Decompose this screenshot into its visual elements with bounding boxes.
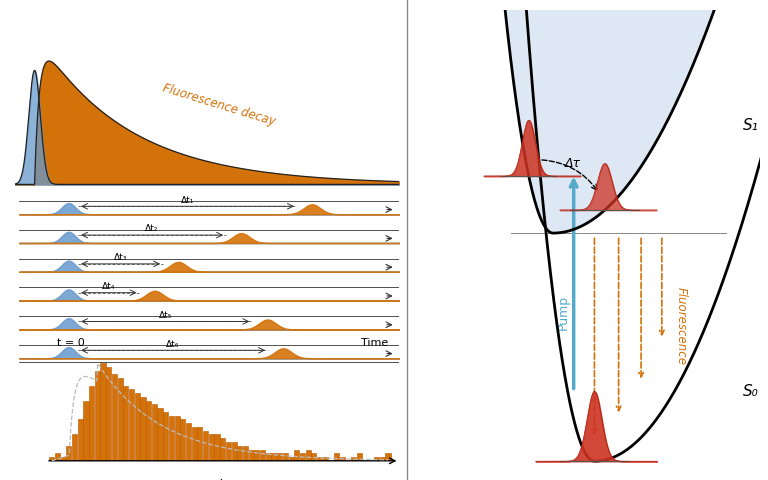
Bar bbox=[186, 423, 191, 461]
Bar bbox=[89, 385, 94, 461]
Text: Fluorescence decay: Fluorescence decay bbox=[161, 82, 277, 129]
Bar bbox=[55, 453, 60, 461]
Bar bbox=[157, 408, 163, 461]
Bar bbox=[294, 449, 300, 461]
Bar bbox=[101, 363, 106, 461]
Text: Δt₃: Δt₃ bbox=[114, 253, 127, 262]
Bar bbox=[317, 457, 322, 461]
Bar bbox=[124, 385, 128, 461]
Bar bbox=[249, 449, 253, 461]
Bar bbox=[306, 449, 311, 461]
Bar bbox=[197, 427, 203, 461]
Bar bbox=[192, 427, 197, 461]
Text: S₀: S₀ bbox=[743, 384, 759, 399]
Bar bbox=[129, 389, 134, 461]
Bar bbox=[237, 446, 243, 461]
Bar bbox=[379, 457, 385, 461]
Bar bbox=[209, 434, 214, 461]
Bar bbox=[163, 412, 168, 461]
Text: t = 0: t = 0 bbox=[57, 338, 85, 348]
Bar bbox=[271, 453, 276, 461]
Bar bbox=[277, 453, 283, 461]
Bar bbox=[260, 449, 265, 461]
Text: Δt₅: Δt₅ bbox=[158, 311, 172, 320]
Bar bbox=[220, 438, 225, 461]
Bar bbox=[180, 420, 185, 461]
Text: Δτ: Δτ bbox=[565, 157, 581, 170]
Bar bbox=[66, 446, 71, 461]
Bar bbox=[386, 453, 390, 461]
Bar bbox=[174, 416, 180, 461]
Bar bbox=[72, 434, 77, 461]
Bar bbox=[283, 453, 288, 461]
Bar bbox=[94, 371, 100, 461]
Bar bbox=[243, 446, 248, 461]
Text: Δt₂: Δt₂ bbox=[145, 225, 159, 233]
Bar bbox=[374, 457, 379, 461]
Bar bbox=[203, 431, 208, 461]
Text: Δt_i: Δt_i bbox=[201, 478, 224, 480]
Bar bbox=[78, 420, 83, 461]
Text: Fluorescence: Fluorescence bbox=[674, 287, 687, 365]
Text: Δt₄: Δt₄ bbox=[102, 282, 115, 291]
Bar bbox=[351, 457, 356, 461]
Text: Δt₆: Δt₆ bbox=[167, 340, 180, 348]
Bar bbox=[289, 457, 293, 461]
Bar bbox=[339, 457, 345, 461]
Bar bbox=[300, 453, 305, 461]
Bar bbox=[61, 457, 66, 461]
Text: Δt₁: Δt₁ bbox=[180, 196, 194, 204]
Bar bbox=[84, 401, 88, 461]
Bar bbox=[106, 367, 111, 461]
Bar bbox=[141, 397, 145, 461]
Bar bbox=[49, 457, 55, 461]
Bar bbox=[334, 453, 339, 461]
Bar bbox=[311, 453, 316, 461]
Bar bbox=[112, 374, 117, 461]
Bar bbox=[323, 457, 328, 461]
Bar bbox=[146, 401, 151, 461]
Bar bbox=[357, 453, 362, 461]
Bar bbox=[232, 442, 237, 461]
Text: Pump: Pump bbox=[557, 295, 570, 330]
Bar bbox=[134, 393, 140, 461]
Bar bbox=[266, 453, 271, 461]
Bar bbox=[118, 378, 123, 461]
Bar bbox=[152, 404, 157, 461]
Bar bbox=[226, 442, 231, 461]
Bar bbox=[214, 434, 220, 461]
Bar bbox=[169, 416, 174, 461]
Text: Time: Time bbox=[361, 338, 388, 348]
Bar bbox=[254, 449, 260, 461]
Text: S₁: S₁ bbox=[743, 119, 759, 133]
